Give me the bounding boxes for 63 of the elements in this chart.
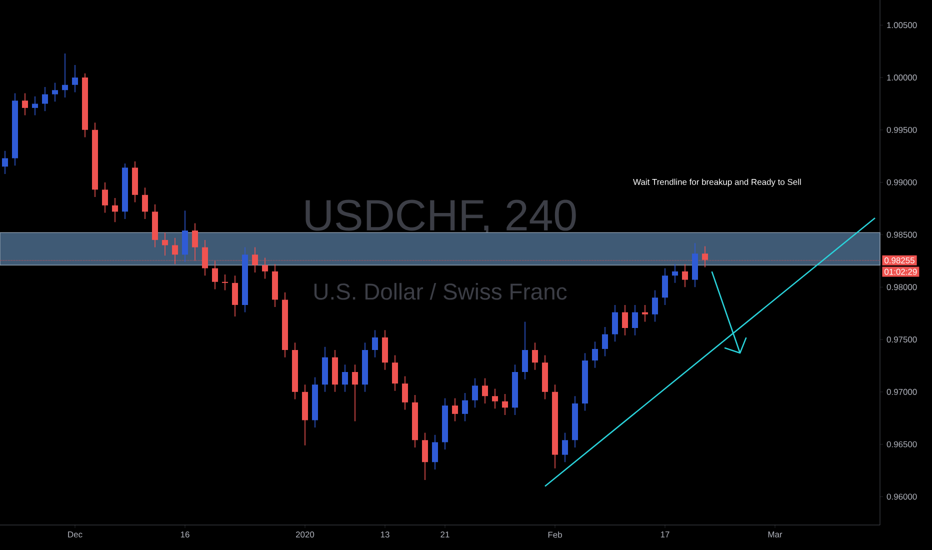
y-tick-label: 0.97500 <box>886 336 917 343</box>
candlestick <box>422 432 428 480</box>
text: USDCHF, 240 <box>306 200 576 236</box>
candlestick <box>112 198 118 223</box>
x-tick-label: Dec <box>68 532 82 538</box>
y-tick-label: 1.00000 <box>887 74 917 81</box>
y-tick-label: 0.98500 <box>886 232 917 238</box>
candlestick <box>492 388 498 410</box>
candlestick <box>622 304 628 336</box>
candlestick <box>222 274 228 291</box>
x-tick-label: Mar <box>768 532 782 538</box>
candlestick <box>352 364 358 422</box>
candlestick <box>532 342 538 370</box>
candlestick <box>62 53 68 98</box>
candlestick <box>602 326 608 357</box>
candlestick <box>642 304 648 322</box>
y-tick-label: 0.99000 <box>886 179 917 186</box>
candlestick <box>592 341 598 368</box>
y-tick-label: 0.98000 <box>886 284 917 290</box>
candlestick <box>452 398 458 422</box>
candlestick <box>342 364 348 392</box>
candlestick <box>102 182 108 214</box>
y-tick-label: 0.96000 <box>886 494 917 500</box>
candlestick <box>562 432 568 463</box>
ref-line-label: 0.98255 <box>884 257 914 264</box>
annotation: Wait Trendline for breakup and Ready to Sell <box>633 178 801 187</box>
text: 01:02:29 <box>884 268 917 275</box>
candlestick <box>612 304 618 342</box>
candlestick <box>502 394 508 416</box>
candlestick <box>472 378 478 408</box>
candlestick <box>522 321 528 380</box>
candlestick <box>402 376 408 410</box>
candlestick <box>162 232 168 256</box>
candlestick <box>632 304 638 336</box>
y-tick-label: 0.96500 <box>886 441 917 448</box>
candlestick <box>22 92 28 116</box>
candlestick <box>652 290 658 322</box>
candlestick <box>682 264 688 288</box>
candlestick <box>232 275 238 317</box>
x-tick-label: 13 <box>380 532 390 538</box>
candlestick <box>2 150 8 174</box>
candlestick <box>42 86 48 112</box>
x-tick-label: 21 <box>440 532 450 538</box>
x-tick-label: 2020 <box>296 532 314 538</box>
y-tick-label: 0.97000 <box>886 388 917 395</box>
candlestick <box>392 354 398 392</box>
candlestick <box>432 434 438 470</box>
candlestick <box>462 392 468 422</box>
candlestick <box>662 268 668 306</box>
candlestick <box>372 330 378 358</box>
y-tick-label: 1.00500 <box>887 22 917 28</box>
candlestick <box>72 64 78 93</box>
candlestick <box>142 187 148 220</box>
x-tick-label: Feb <box>548 532 562 538</box>
candlestick <box>32 96 38 116</box>
candlestick <box>482 378 488 404</box>
candlestick <box>672 264 678 284</box>
text: U.S. Dollar / Swiss Franc <box>314 282 567 300</box>
y-tick-label: 0.99500 <box>886 126 917 133</box>
candlestick <box>52 82 58 102</box>
candlestick <box>212 260 218 290</box>
x-tick-label: 16 <box>180 532 190 538</box>
x-tick-label: 17 <box>660 532 670 538</box>
